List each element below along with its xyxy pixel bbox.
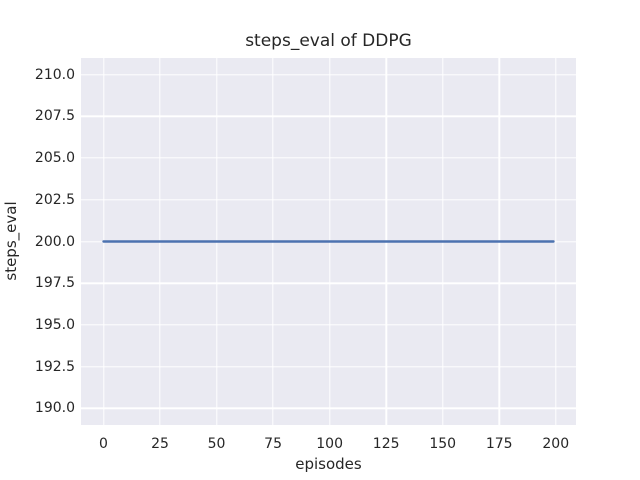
series-layer <box>102 240 555 243</box>
x-tick-label: 100 <box>316 436 343 452</box>
y-gridline <box>81 157 576 159</box>
x-tick-label: 125 <box>372 436 400 452</box>
y-tick-label: 210.0 <box>34 66 75 83</box>
y-gridline <box>81 407 576 410</box>
y-tick-label: 190.0 <box>34 400 75 417</box>
y-tick-label: 192.5 <box>34 358 75 375</box>
x-tick-label: 150 <box>429 436 457 452</box>
y-gridline <box>81 324 576 326</box>
plot-area <box>81 58 576 425</box>
y-gridline <box>81 73 576 76</box>
x-tick-label: 50 <box>207 436 226 452</box>
x-tick-label: 75 <box>264 436 283 452</box>
y-gridline <box>81 115 576 118</box>
x-axis-label: episodes <box>295 455 362 473</box>
y-tick-label: 200.0 <box>34 233 75 250</box>
chart-title: steps_eval of DDPG <box>245 31 412 51</box>
y-gridline <box>81 199 576 201</box>
y-axis-label: steps_eval <box>2 201 20 281</box>
y-tick-label: 195.0 <box>34 316 75 333</box>
y-tick-label: 202.5 <box>34 191 75 208</box>
y-tick-label: 207.5 <box>34 108 75 125</box>
x-tick-label: 200 <box>542 436 570 452</box>
y-gridline <box>81 282 576 284</box>
x-tick-label: 25 <box>151 436 169 452</box>
y-tick-label: 205.0 <box>34 150 75 167</box>
y-tick-label: 197.5 <box>34 275 75 292</box>
y-gridline <box>81 365 576 368</box>
x-tick-label: 175 <box>485 436 513 452</box>
x-tick-label: 0 <box>99 436 108 452</box>
